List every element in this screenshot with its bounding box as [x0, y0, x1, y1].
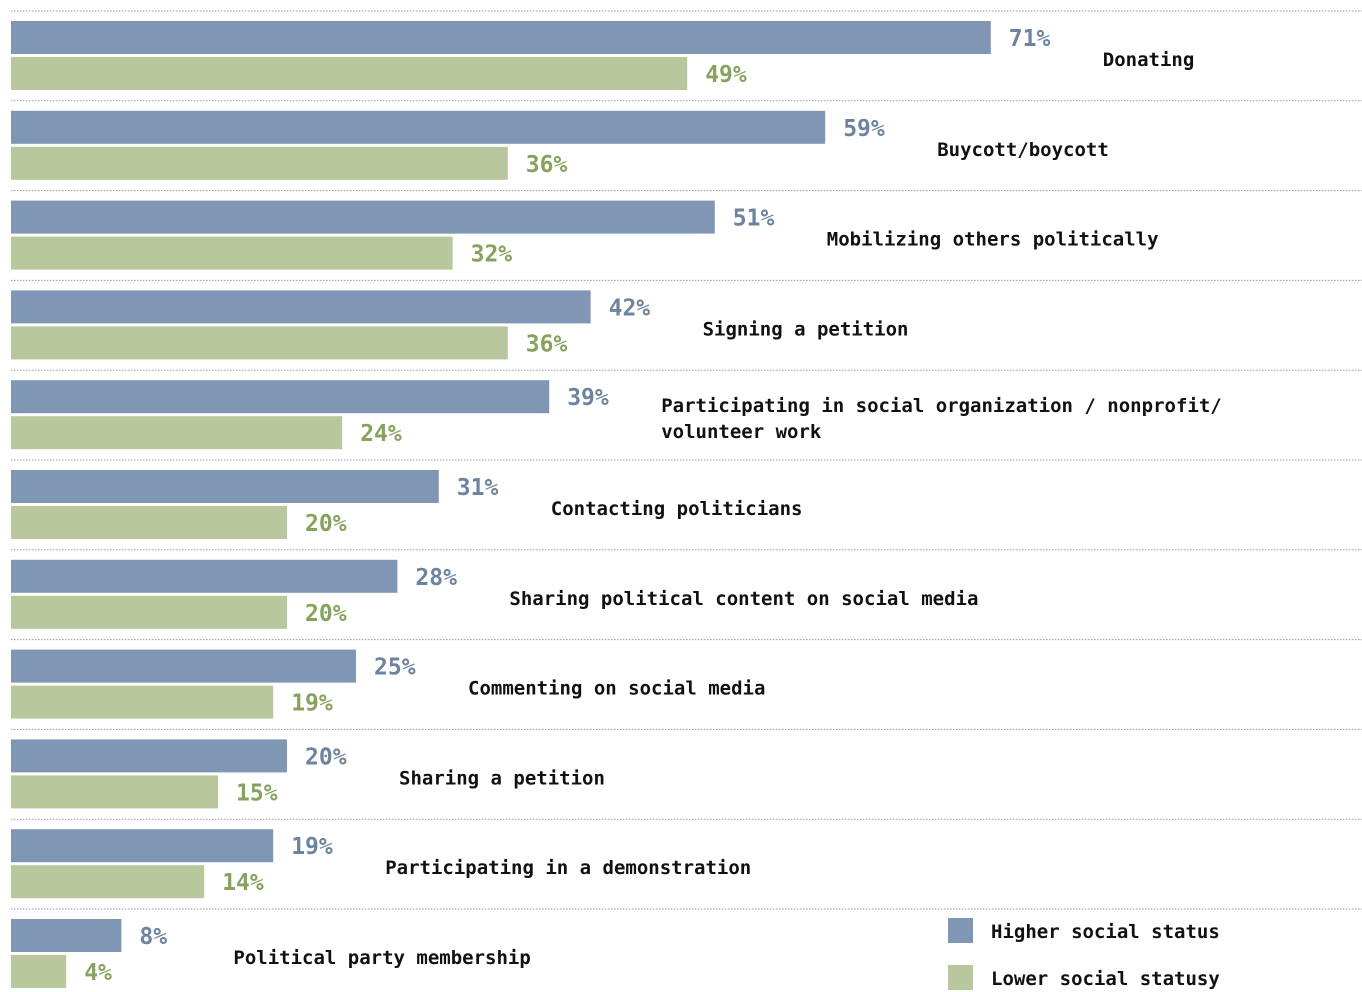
- value-label-lower: 19%: [291, 691, 333, 717]
- bar-higher: [11, 110, 826, 144]
- row-separators: [11, 10, 1362, 910]
- legend-label-higher: Higher social status: [991, 921, 1220, 943]
- category-row: 20% 15% Sharing a petition: [11, 739, 605, 809]
- value-label-higher: 42%: [609, 295, 651, 321]
- bar-lower: [11, 865, 205, 899]
- bar-higher: [11, 470, 439, 503]
- category-label: Sharing political content on social medi…: [509, 588, 978, 610]
- value-label-lower: 24%: [360, 421, 402, 447]
- value-label-lower: 36%: [526, 331, 568, 357]
- value-label-higher: 20%: [305, 744, 347, 770]
- bar-higher: [11, 829, 274, 863]
- legend-label-lower: Lower social statusy: [991, 968, 1220, 990]
- category-row: 42% 36% Signing a petition: [11, 290, 909, 360]
- category-label: Mobilizing others politically: [827, 229, 1159, 251]
- category-label: Signing a petition: [703, 318, 909, 340]
- value-label-higher: 8%: [139, 924, 167, 950]
- category-row: 8% 4% Political party membership: [11, 919, 531, 988]
- legend-swatch-higher: [948, 918, 973, 943]
- category-label: Participating in a demonstration: [385, 857, 751, 879]
- category-row: 28% 20% Sharing political content on socia…: [11, 559, 978, 629]
- bar-higher: [11, 649, 356, 683]
- category-label: Sharing a petition: [399, 767, 605, 789]
- category-label: Political party membership: [233, 947, 530, 969]
- bar-higher: [11, 739, 287, 773]
- bar-lower: [11, 146, 508, 180]
- value-label-lower: 49%: [705, 62, 747, 88]
- category-label: Participating in social organization / n…: [661, 395, 1222, 443]
- bar-lower: [11, 416, 343, 450]
- bar-lower: [11, 685, 274, 719]
- legend-swatch-lower: [948, 965, 973, 990]
- bar-group: 71% 49% Donating 59% 36% Buycott/boycott 51% 32…: [11, 21, 1222, 988]
- category-label: Buycott/boycott: [937, 139, 1109, 161]
- value-label-lower: 32%: [471, 242, 513, 268]
- bar-higher: [11, 21, 991, 54]
- category-row: 19% 14% Participating in a demonstration: [11, 829, 751, 899]
- value-label-higher: 19%: [291, 834, 333, 860]
- value-label-lower: 4%: [84, 960, 112, 986]
- value-label-higher: 39%: [567, 385, 609, 411]
- bar-lower: [11, 326, 508, 360]
- category-row: 39% 24% Participating in social organizati…: [11, 380, 1222, 450]
- bar-lower: [11, 595, 287, 629]
- value-label-higher: 59%: [843, 116, 885, 142]
- bar-lower: [11, 506, 287, 539]
- bar-lower: [11, 57, 688, 90]
- value-label-lower: 20%: [305, 511, 347, 537]
- bar-higher: [11, 290, 591, 324]
- bar-higher: [11, 919, 122, 952]
- value-label-lower: 36%: [526, 152, 568, 178]
- bar-lower: [11, 955, 67, 988]
- bar-higher: [11, 200, 715, 234]
- value-label-higher: 71%: [1009, 26, 1051, 52]
- category-label: Contacting politicians: [551, 498, 803, 520]
- value-label-lower: 15%: [236, 780, 278, 806]
- category-row: 71% 49% Donating: [11, 21, 1194, 90]
- category-row: 25% 19% Commenting on social media: [11, 649, 765, 719]
- bar-higher: [11, 559, 398, 593]
- category-label: Donating: [1103, 49, 1195, 71]
- category-row: 31% 20% Contacting politicians: [11, 470, 802, 539]
- value-label-higher: 25%: [374, 655, 416, 681]
- category-row: 59% 36% Buycott/boycott: [11, 110, 1109, 180]
- value-label-higher: 28%: [415, 565, 457, 591]
- legend: Higher social status Lower social status…: [948, 918, 1220, 990]
- value-label-higher: 31%: [457, 475, 499, 501]
- category-row: 51% 32% Mobilizing others politically: [11, 200, 1159, 270]
- bar-higher: [11, 380, 550, 414]
- category-label: Commenting on social media: [468, 678, 765, 700]
- value-label-lower: 14%: [222, 870, 264, 896]
- bar-lower: [11, 775, 218, 809]
- value-label-lower: 20%: [305, 601, 347, 627]
- value-label-higher: 51%: [733, 206, 775, 232]
- bar-lower: [11, 236, 453, 270]
